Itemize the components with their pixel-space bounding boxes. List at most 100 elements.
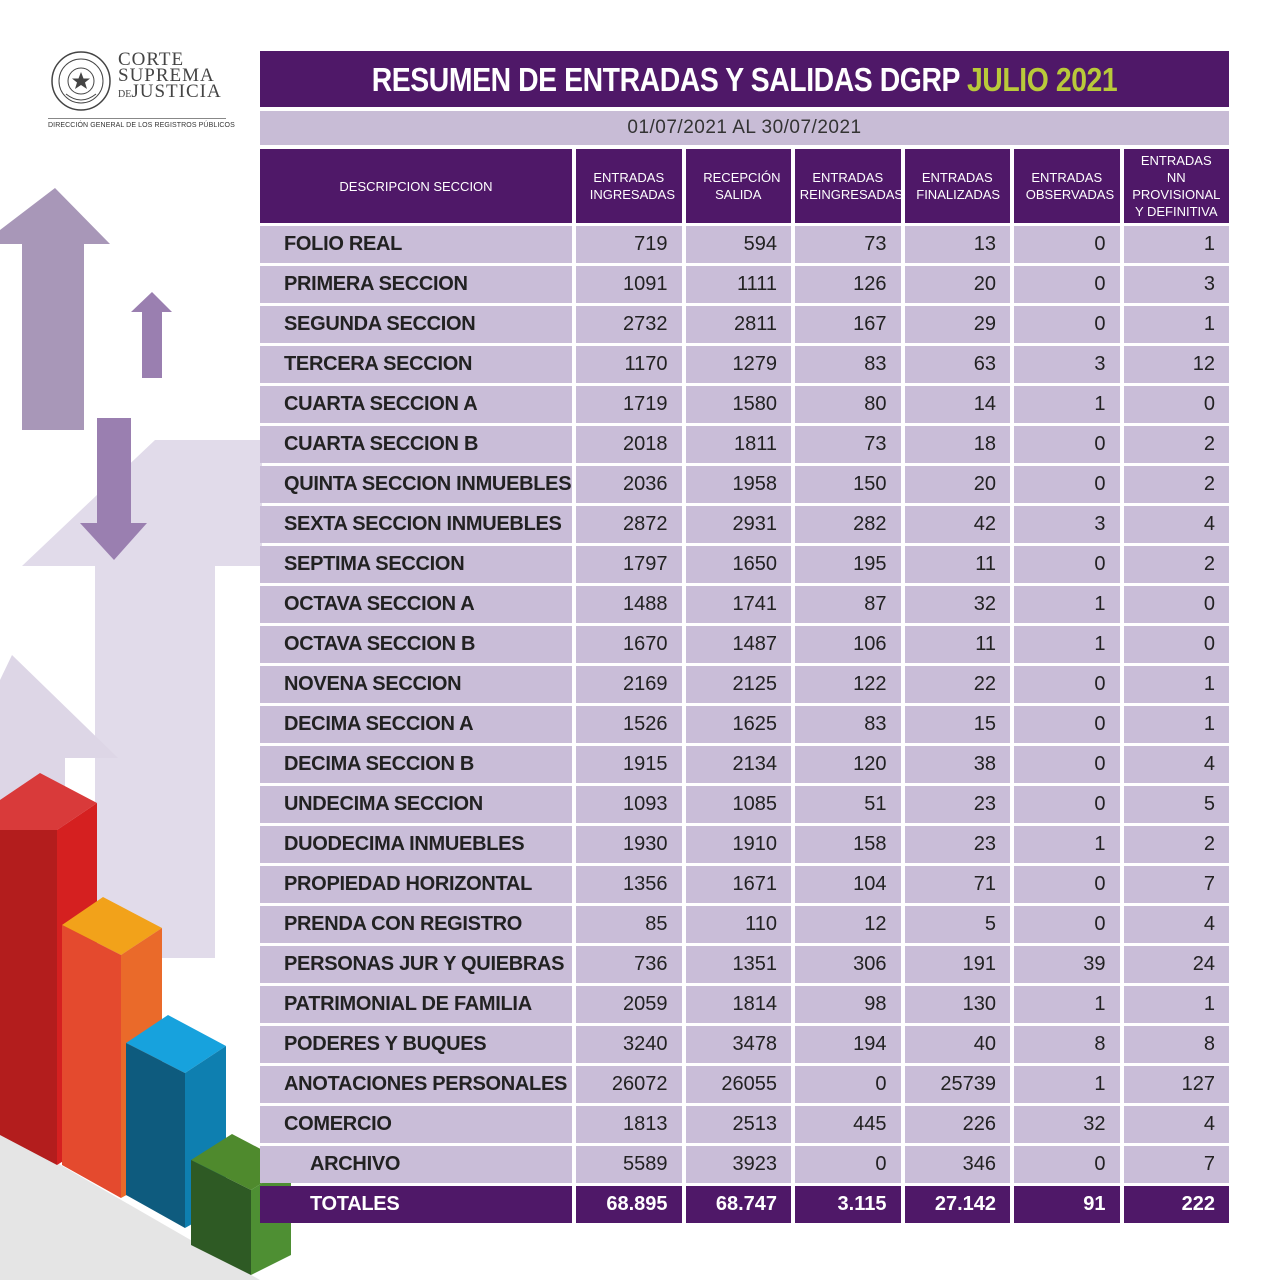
cell-recepcion: 2125 (685, 666, 791, 703)
table-row: NOVENA SECCION INMUEBLES216921251222201 (260, 666, 1229, 732)
cell-observadas: 1 (1014, 826, 1120, 863)
cell-observadas: 1 (1014, 986, 1120, 1023)
cell-finalizadas: 15 (904, 706, 1010, 743)
cell-observadas: 0 (1014, 426, 1120, 463)
cell-observadas: 1 (1014, 1066, 1120, 1103)
cell-reingresadas: 0 (795, 1066, 901, 1103)
cell-recepcion: 26055 (685, 1066, 791, 1103)
title-highlight: JULIO 2021 (966, 61, 1118, 98)
cell-reingresadas: 106 (795, 626, 901, 663)
cell-recepcion: 110 (685, 906, 791, 943)
cell-nn: 1 (1123, 306, 1229, 343)
cell-ingresadas: 1797 (576, 546, 682, 583)
cell-reingresadas: 80 (795, 386, 901, 423)
cell-ingresadas: 26072 (576, 1066, 682, 1103)
cell-observadas: 8 (1014, 1026, 1120, 1063)
cell-recepcion: 2513 (685, 1106, 791, 1143)
cell-nn: 7 (1123, 866, 1229, 903)
cell-ingresadas: 1915 (576, 746, 682, 783)
table-row: SEPTIMA SECCION INMUEBLES179716501951102 (260, 546, 1229, 612)
cell-observadas: 3 (1014, 346, 1120, 383)
cell-nn: 4 (1123, 746, 1229, 783)
purple-down-arrow (80, 418, 147, 560)
court-seal-icon (51, 51, 111, 111)
cell-reingresadas: 158 (795, 826, 901, 863)
column-header-reingresadas-label: ENTRADAS REINGRESADAS (799, 170, 904, 202)
row-section-name: QUINTA SECCION INMUEBLES (260, 466, 572, 503)
cell-observadas: 1 (1014, 386, 1120, 423)
table-row: DUODECIMA INMUEBLES 1930 1910 158 23 1 2 (260, 826, 1229, 863)
total-observadas: 91 (1014, 1186, 1120, 1223)
cell-nn: 4 (1123, 906, 1229, 943)
cell-nn: 8 (1123, 1026, 1229, 1063)
title-main: RESUMEN DE ENTRADAS Y SALIDAS DGRP (371, 61, 960, 98)
cell-finalizadas: 23 (904, 786, 1010, 823)
cell-nn: 1 (1123, 226, 1229, 263)
cell-ingresadas: 736 (576, 946, 682, 983)
cell-ingresadas: 2872 (576, 506, 682, 543)
table-row: PRENDA CON REGISTRO 85 110 12 5 0 4 (260, 906, 1229, 943)
cell-ingresadas: 2732 (576, 306, 682, 343)
cell-ingresadas: 719 (576, 226, 682, 263)
court-name-line3: JUSTICIA (131, 81, 222, 102)
cell-ingresadas: 1356 (576, 866, 682, 903)
cell-finalizadas: 40 (904, 1026, 1010, 1063)
cell-ingresadas: 1719 (576, 386, 682, 423)
total-recepcion: 68.747 (685, 1186, 791, 1223)
cell-observadas: 0 (1014, 226, 1120, 263)
cell-ingresadas: 1813 (576, 1106, 682, 1143)
cell-nn: 1 (1123, 666, 1229, 703)
cell-reingresadas: 195 (795, 546, 901, 583)
cell-reingresadas: 194 (795, 1026, 901, 1063)
cell-finalizadas: 11 (904, 626, 1010, 663)
row-section-name: PRIMERA SECCION INMUEBLES (260, 266, 572, 332)
cell-nn: 2 (1123, 546, 1229, 583)
table-row: DECIMA SECCION B INMUEBLES19152134120380… (260, 746, 1229, 812)
cell-reingresadas: 73 (795, 426, 901, 463)
cell-finalizadas: 20 (904, 466, 1010, 503)
row-section-name: SEGUNDA SECCION INMUEBLES (260, 306, 572, 372)
cell-ingresadas: 1930 (576, 826, 682, 863)
table-row: SEXTA SECCION INMUEBLES 2872 2931 282 42 3 4 (260, 506, 1229, 543)
row-section-name: PRENDA CON REGISTRO (260, 906, 572, 943)
page-title: RESUMEN DE ENTRADAS Y SALIDAS DGRP JULIO… (327, 51, 1162, 107)
table-row: TERCERA SECCION INMUEBLES117012798363312 (260, 346, 1229, 412)
cell-reingresadas: 126 (795, 266, 901, 303)
column-header-descripcion: DESCRIPCION SECCION (260, 149, 572, 223)
cell-ingresadas: 2018 (576, 426, 682, 463)
table-header: DESCRIPCION SECCION ENTRADAS INGRESADAS … (260, 149, 1229, 223)
cell-nn: 7 (1123, 1146, 1229, 1183)
cell-finalizadas: 5 (904, 906, 1010, 943)
court-name-line1: CORTE (118, 49, 185, 70)
cell-recepcion: 2811 (685, 306, 791, 343)
cell-nn: 1 (1123, 986, 1229, 1023)
totals-row: TOTALES 68.895 68.747 3.115 27.142 91 22… (260, 1186, 1229, 1223)
cell-observadas: 0 (1014, 466, 1120, 503)
table-row: FOLIO REAL 719 594 73 13 0 1 (260, 226, 1229, 263)
cell-observadas: 0 (1014, 1146, 1120, 1183)
row-section-name: CUARTA SECCION A INMUEBLES (260, 386, 572, 452)
cell-recepcion: 1671 (685, 866, 791, 903)
cell-nn: 24 (1123, 946, 1229, 983)
column-header-nn-label: ENTRADAS NN PROVISIONAL Y DEFINITIVA (1132, 153, 1221, 219)
cell-recepcion: 1811 (685, 426, 791, 463)
table-row: PROPIEDAD HORIZONTAL 1356 1671 104 71 0 7 (260, 866, 1229, 903)
row-section-name: FOLIO REAL (260, 226, 572, 263)
column-header-recepcion: RECEPCIÓN SALIDA (685, 149, 791, 223)
directorate-name: DIRECCIÓN GENERAL DE LOS REGISTROS PÚBLI… (48, 122, 235, 129)
cell-recepcion: 1958 (685, 466, 791, 503)
cell-finalizadas: 11 (904, 546, 1010, 583)
cell-observadas: 1 (1014, 586, 1120, 623)
cell-observadas: 0 (1014, 746, 1120, 783)
cell-nn: 12 (1123, 346, 1229, 383)
cell-reingresadas: 445 (795, 1106, 901, 1143)
cell-observadas: 0 (1014, 706, 1120, 743)
column-header-reingresadas: ENTRADAS REINGRESADAS (795, 149, 904, 223)
cell-recepcion: 1580 (685, 386, 791, 423)
table-row: CUARTA SECCION A INMUEBLES17191580801410 (260, 386, 1229, 452)
row-section-name: PROPIEDAD HORIZONTAL (260, 866, 572, 903)
cell-recepcion: 1910 (685, 826, 791, 863)
row-section-name: DECIMA SECCION A INMUEBLES (260, 706, 572, 772)
cell-reingresadas: 167 (795, 306, 901, 343)
table-row: SEGUNDA SECCION INMUEBLES273228111672901 (260, 306, 1229, 372)
